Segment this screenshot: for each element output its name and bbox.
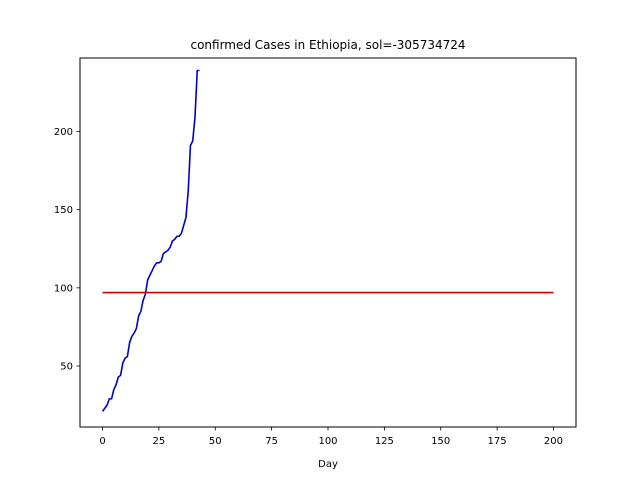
x-tick-label: 100 — [318, 436, 337, 447]
x-axis: 0 25 50 75 100 125 150 175 200 — [99, 427, 563, 447]
y-tick-label: 50 — [60, 362, 73, 373]
x-tick-label: 25 — [153, 436, 166, 447]
y-tick-label: 200 — [54, 127, 73, 138]
x-tick-label: 75 — [265, 436, 278, 447]
x-tick-label: 50 — [209, 436, 222, 447]
plot-area — [79, 57, 577, 428]
x-tick-label: 150 — [431, 436, 450, 447]
x-tick-label: 0 — [99, 436, 105, 447]
y-tick-label: 150 — [54, 205, 73, 216]
chart-title: confirmed Cases in Ethiopia, sol=-305734… — [190, 38, 465, 52]
x-tick-label: 125 — [375, 436, 394, 447]
x-tick-label: 200 — [544, 436, 563, 447]
x-tick-label: 175 — [488, 436, 507, 447]
y-tick-label: 100 — [54, 283, 73, 294]
y-axis: 50 100 150 200 — [54, 127, 80, 373]
x-axis-label: Day — [318, 459, 338, 470]
series-line-0 — [101, 69, 200, 412]
series-layer — [101, 69, 554, 412]
